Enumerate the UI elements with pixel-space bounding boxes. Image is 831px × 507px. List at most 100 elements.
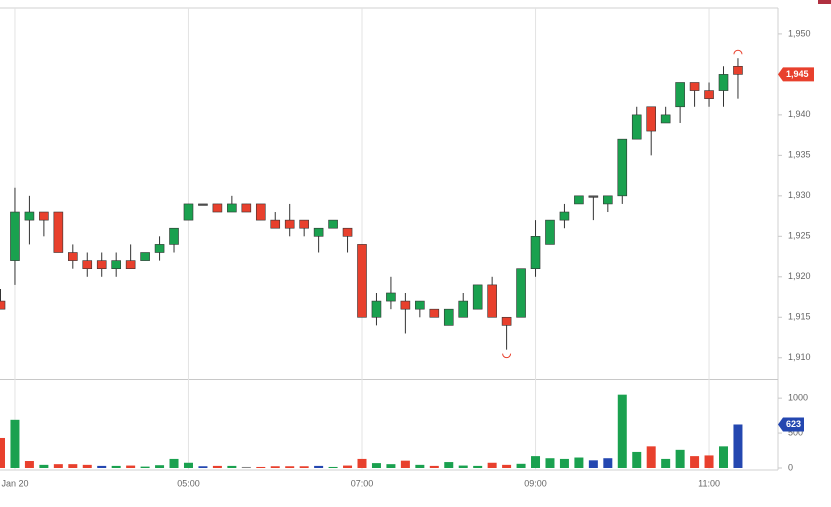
candle-body — [675, 82, 685, 108]
candle-body — [487, 284, 497, 318]
candle-body — [603, 195, 613, 205]
candle-body — [516, 268, 526, 318]
volume-bar — [299, 466, 309, 468]
x-tick-label: 05:00 — [177, 478, 200, 488]
volume-bar — [270, 466, 280, 468]
volume-bar — [588, 460, 598, 468]
candle-body — [386, 292, 396, 302]
x-tick-label: 07:00 — [351, 478, 374, 488]
volume-badge-label: 623 — [786, 419, 801, 429]
volume-bar — [559, 458, 569, 468]
candle-body — [212, 203, 223, 213]
volume-bar — [371, 463, 381, 468]
volume-bar — [444, 462, 454, 468]
candle-body — [96, 260, 107, 270]
volume-tick-label: 1000 — [788, 393, 808, 403]
candle-body — [472, 284, 483, 310]
volume-bar — [155, 465, 165, 468]
high-marker — [733, 49, 743, 55]
volume-bar — [704, 455, 714, 468]
y-tick-label: 1,910 — [788, 352, 811, 362]
candle-body — [545, 219, 555, 245]
candle-body — [530, 236, 541, 270]
candle-body — [24, 211, 35, 221]
candle-body — [68, 252, 78, 261]
candle-body — [53, 211, 64, 253]
y-tick-label: 1,920 — [788, 271, 811, 281]
candle-body — [357, 244, 367, 318]
volume-bar — [357, 458, 367, 468]
candle-body — [299, 219, 309, 229]
y-tick-label: 1,935 — [788, 150, 811, 160]
candle-body — [660, 114, 671, 124]
volume-bar — [574, 457, 584, 468]
candle-body — [631, 114, 642, 140]
volume-bar — [545, 458, 555, 468]
candle-body — [342, 227, 353, 237]
candle-body — [241, 203, 252, 213]
candle-body — [183, 203, 194, 221]
price-badge — [778, 67, 814, 82]
volume-bar — [169, 458, 179, 468]
candle-body — [328, 219, 338, 229]
volume-bar — [632, 451, 642, 468]
corner-mark — [818, 0, 831, 4]
candle-body — [415, 300, 425, 310]
volume-bar — [458, 465, 468, 468]
volume-bar — [212, 465, 222, 468]
volume-bar — [328, 466, 338, 468]
axes-layer: 1,910 1,915 1,920 1,925 1,930 1,935 1,940 1,945… — [1, 28, 814, 488]
candle-body — [733, 65, 743, 75]
volume-bar — [415, 464, 425, 468]
candle-body — [646, 106, 657, 132]
volume-bar — [241, 466, 251, 468]
volume-bar — [502, 464, 512, 468]
candle-body — [125, 260, 136, 270]
volume-bar — [82, 464, 92, 468]
volume-bar — [386, 464, 396, 468]
volume-bar — [68, 464, 78, 468]
candle-body — [284, 219, 295, 229]
volume-bar — [516, 463, 526, 468]
volume-bar — [97, 465, 107, 468]
price-badge-label: 1,945 — [786, 69, 809, 79]
volume-bar — [39, 464, 49, 468]
volume-bar — [690, 456, 700, 468]
low-marker — [502, 353, 512, 359]
volume-bar — [473, 465, 483, 468]
volume-bar — [429, 465, 439, 468]
volume-bar — [10, 419, 20, 468]
candle-body — [718, 74, 729, 91]
candle-body — [617, 138, 628, 197]
y-tick-label: 1,925 — [788, 231, 811, 241]
volume-bar — [0, 437, 5, 468]
candle-body — [140, 252, 150, 261]
volume-tick-label: 0 — [788, 462, 793, 472]
volume-bar — [733, 424, 743, 468]
candle-body — [588, 195, 599, 198]
candle-body — [704, 90, 714, 99]
y-tick-label: 1,950 — [788, 28, 811, 38]
candle-body — [371, 300, 382, 318]
volume-bar — [198, 466, 208, 468]
candle-body — [169, 227, 179, 245]
volume-bar — [531, 456, 541, 468]
candle-body — [255, 203, 266, 221]
y-tick-label: 1,940 — [788, 109, 811, 119]
candle-body — [270, 219, 281, 229]
volume-badge — [778, 417, 804, 432]
candle-body — [689, 82, 700, 91]
candle-body — [443, 308, 454, 326]
candle-body — [574, 195, 584, 205]
candle-body — [313, 227, 324, 237]
volume-bar — [256, 466, 266, 468]
volume-bar — [343, 465, 353, 468]
candle-body — [559, 211, 570, 221]
y-tick-label: 1,930 — [788, 190, 811, 200]
candle-body — [400, 300, 411, 310]
candle-body — [429, 308, 440, 318]
x-tick-label: 11:00 — [698, 478, 720, 488]
candle-body — [39, 211, 49, 221]
